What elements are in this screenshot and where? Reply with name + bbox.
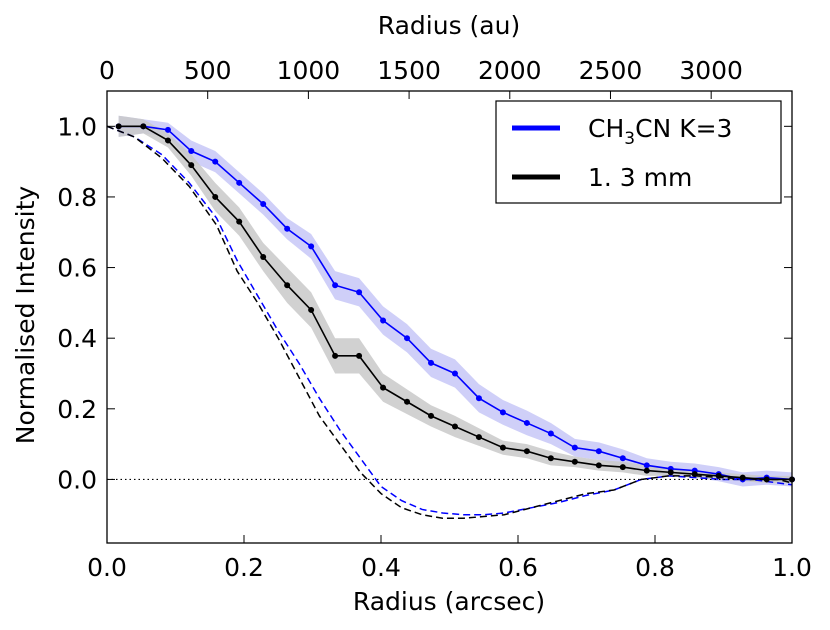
point-1-3-mm-11 xyxy=(380,384,387,391)
axis-ticks: 0.0 0.2 0.4 0.6 0.8 1.00.00.20.40.60.81.00 500… xyxy=(57,56,812,582)
x-tick-label: 0.8 xyxy=(635,553,675,582)
legend-label-ch3cn: CH3CN K=3 xyxy=(588,114,732,149)
top-tick-label: 0 xyxy=(99,56,115,85)
point-1-3-mm-19 xyxy=(571,458,578,465)
x-tick-label: 0.4 xyxy=(361,553,401,582)
x-axis-label: Radius (arcsec) xyxy=(353,587,545,616)
y-tick-label: 0.2 xyxy=(57,395,97,424)
beam-lines xyxy=(106,125,793,520)
point-ch3cn-k-3-7 xyxy=(284,225,291,232)
point-1-3-mm-7 xyxy=(284,282,291,289)
point-1-3-mm-23 xyxy=(667,469,674,476)
point-1-3-mm-27 xyxy=(763,476,770,483)
legend-box xyxy=(495,100,782,204)
point-1-3-mm-18 xyxy=(547,455,554,462)
point-ch3cn-k-3-20 xyxy=(595,448,602,455)
point-ch3cn-k-3-14 xyxy=(451,370,458,377)
y-tick-label: 0.6 xyxy=(57,254,97,283)
y-tick-label: 1.0 xyxy=(57,112,97,141)
point-ch3cn-k-3-21 xyxy=(619,455,626,462)
point-1-3-mm-10 xyxy=(356,352,363,359)
point-1-3-mm-14 xyxy=(451,423,458,430)
point-1-3-mm-25 xyxy=(715,472,722,479)
point-1-3-mm-21 xyxy=(619,464,626,471)
point-ch3cn-k-3-8 xyxy=(308,243,315,250)
plot-frame xyxy=(106,90,793,544)
point-ch3cn-k-3-4 xyxy=(212,158,219,165)
point-ch3cn-k-3-9 xyxy=(332,282,339,289)
point-1-3-mm-9 xyxy=(332,352,339,359)
point-ch3cn-k-3-15 xyxy=(475,395,482,402)
point-1-3-mm-22 xyxy=(643,467,650,474)
y-tick-label: 0.8 xyxy=(57,183,97,212)
point-ch3cn-k-3-5 xyxy=(236,179,243,186)
point-1-3-mm-8 xyxy=(308,306,315,313)
y-axis-label: Normalised Intensity xyxy=(11,186,40,445)
point-1-3-mm-5 xyxy=(236,218,243,225)
top-tick-label: 1500 xyxy=(377,56,441,85)
point-1-3-mm-20 xyxy=(595,462,602,469)
point-1-3-mm-2 xyxy=(164,137,171,144)
point-ch3cn-k-3-13 xyxy=(428,359,435,366)
y-tick-label: 0.4 xyxy=(57,324,97,353)
point-ch3cn-k-3-11 xyxy=(380,317,387,324)
x-tick-label: 0.2 xyxy=(224,553,264,582)
top-tick-label: 2500 xyxy=(579,56,643,85)
point-1-3-mm-4 xyxy=(212,193,219,200)
point-1-3-mm-26 xyxy=(739,474,746,481)
point-ch3cn-k-3-10 xyxy=(356,289,363,296)
point-ch3cn-k-3-19 xyxy=(571,444,578,451)
x-tick-label: 0.6 xyxy=(498,553,538,582)
point-ch3cn-k-3-18 xyxy=(547,430,554,437)
x-tick-label: 0.0 xyxy=(87,553,127,582)
point-1-3-mm-24 xyxy=(691,471,698,478)
point-1-3-mm-6 xyxy=(260,253,267,260)
top-axis-label: Radius (au) xyxy=(378,11,520,40)
point-1-3-mm-17 xyxy=(523,448,530,455)
legend-label-1-3mm: 1. 3 mm xyxy=(588,163,692,192)
top-tick-label: 2000 xyxy=(478,56,542,85)
point-1-3-mm-3 xyxy=(188,162,195,169)
point-ch3cn-k-3-3 xyxy=(188,148,195,155)
y-tick-label: 0.0 xyxy=(57,465,97,494)
point-ch3cn-k-3-12 xyxy=(404,335,411,342)
x-tick-label: 1.0 xyxy=(772,553,812,582)
band-1-3-mm xyxy=(118,115,792,483)
point-ch3cn-k-3-22 xyxy=(643,462,650,469)
point-1-3-mm-15 xyxy=(475,434,482,441)
error-bands xyxy=(118,115,792,487)
point-ch3cn-k-3-2 xyxy=(164,126,171,133)
legend: CH3CN K=3 1. 3 mm xyxy=(495,100,782,204)
point-1-3-mm-0 xyxy=(115,123,122,130)
top-tick-label: 1000 xyxy=(277,56,341,85)
point-ch3cn-k-3-6 xyxy=(260,201,267,207)
top-tick-label: 3000 xyxy=(679,56,743,85)
point-ch3cn-k-3-17 xyxy=(523,419,530,426)
point-1-3-mm-12 xyxy=(404,398,411,405)
data-series xyxy=(115,123,795,483)
point-ch3cn-k-3-16 xyxy=(499,409,506,416)
top-tick-label: 500 xyxy=(184,56,232,85)
point-1-3-mm-1 xyxy=(140,123,147,130)
point-1-3-mm-16 xyxy=(499,444,506,451)
line-1-3-mm-beam xyxy=(106,125,793,520)
point-1-3-mm-13 xyxy=(428,412,435,419)
